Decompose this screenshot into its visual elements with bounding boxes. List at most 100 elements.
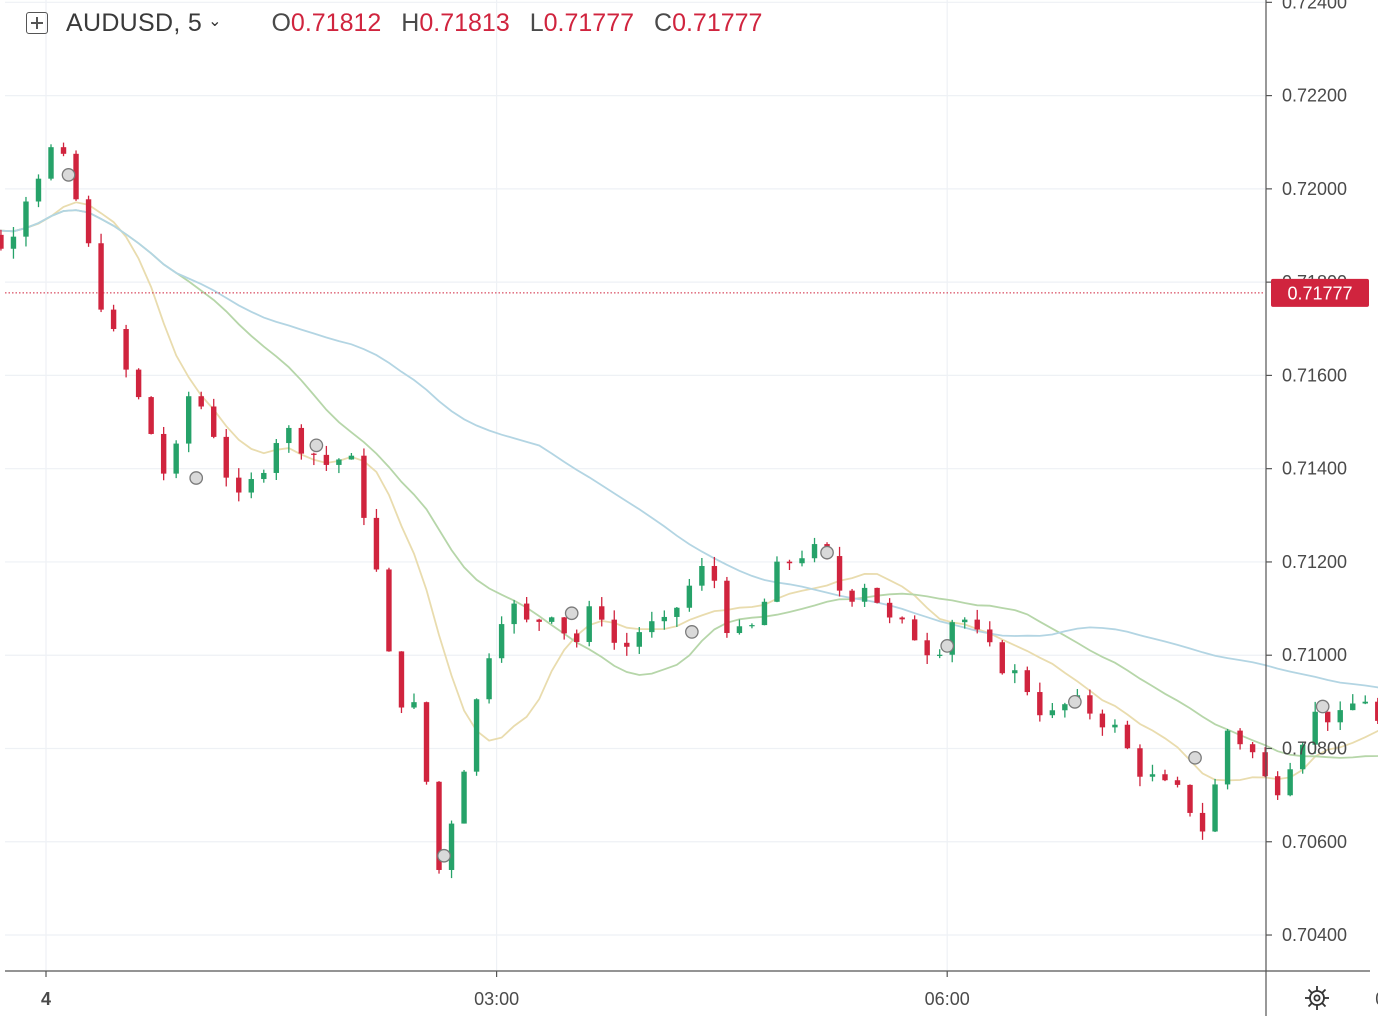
candle-body bbox=[486, 658, 492, 700]
candle bbox=[836, 546, 843, 597]
candle bbox=[924, 632, 930, 664]
candle bbox=[298, 424, 305, 460]
candle bbox=[1237, 728, 1243, 750]
symbol-interval[interactable]: AUDUSD, 5 bbox=[66, 8, 203, 37]
candle-body bbox=[511, 603, 517, 625]
candle-body bbox=[1224, 730, 1231, 785]
price-tick-label-1: 0.72200 bbox=[1282, 86, 1347, 106]
candle-body bbox=[1187, 784, 1193, 813]
signal-marker bbox=[437, 848, 451, 863]
candle bbox=[1099, 709, 1106, 736]
candle-body bbox=[1274, 776, 1281, 796]
candle-body bbox=[1099, 713, 1106, 728]
ma-slow-line bbox=[0, 209, 1378, 689]
candle bbox=[774, 556, 780, 603]
candle-body bbox=[261, 472, 267, 480]
price-tick-label-7: 0.71000 bbox=[1282, 645, 1347, 665]
candle-body bbox=[636, 632, 642, 647]
candle bbox=[461, 769, 467, 824]
candle bbox=[999, 640, 1005, 675]
candle bbox=[736, 619, 743, 635]
candle bbox=[198, 391, 204, 410]
candle bbox=[311, 452, 317, 466]
candle-body bbox=[98, 243, 104, 310]
candle-body bbox=[60, 147, 67, 154]
candle bbox=[1350, 694, 1356, 711]
candles bbox=[0, 142, 1378, 879]
candle-body bbox=[924, 640, 930, 656]
moving-average-lines bbox=[0, 201, 1378, 782]
candle bbox=[110, 304, 117, 332]
candle bbox=[636, 627, 642, 654]
candle bbox=[886, 598, 893, 624]
candle-body bbox=[761, 601, 768, 626]
candle bbox=[974, 609, 980, 634]
candle-body bbox=[48, 147, 54, 179]
candle bbox=[60, 142, 67, 157]
candle bbox=[361, 448, 367, 526]
candle bbox=[10, 227, 17, 259]
candle bbox=[1137, 744, 1143, 787]
candle-body bbox=[1262, 752, 1268, 777]
last-price-badge: 0.71777 bbox=[1271, 278, 1369, 307]
candle-body bbox=[148, 397, 154, 434]
candle-body bbox=[311, 453, 317, 455]
candle-body bbox=[173, 443, 179, 474]
candle-body bbox=[323, 454, 330, 465]
candle-body bbox=[10, 236, 17, 249]
candle-body bbox=[599, 606, 605, 620]
candle bbox=[323, 445, 330, 471]
candle bbox=[73, 150, 79, 201]
candle bbox=[123, 324, 129, 378]
signal-markers bbox=[61, 168, 1330, 863]
candle-body bbox=[1087, 695, 1093, 714]
candle bbox=[423, 701, 430, 785]
candle bbox=[1274, 771, 1281, 800]
candle bbox=[1187, 784, 1193, 817]
candle bbox=[48, 144, 54, 181]
chevron-down-icon[interactable]: ⌄ bbox=[208, 13, 222, 30]
candle-body bbox=[273, 443, 280, 473]
candle bbox=[98, 233, 104, 313]
price-axis[interactable]: 0.724000.722000.720000.718000.716000.714… bbox=[1266, 0, 1347, 945]
candle bbox=[548, 616, 555, 624]
candle bbox=[861, 583, 868, 607]
candle-body bbox=[223, 436, 229, 478]
candle bbox=[248, 472, 254, 499]
candle bbox=[173, 440, 179, 479]
candle-body bbox=[361, 455, 367, 518]
candle-body bbox=[135, 369, 142, 398]
candle-body bbox=[1049, 710, 1056, 716]
candle-body bbox=[423, 702, 430, 782]
candle bbox=[523, 597, 530, 623]
candle-body bbox=[586, 606, 592, 642]
time-tick-label-2: 06:00 bbox=[925, 989, 970, 1009]
candle-body bbox=[1174, 780, 1181, 785]
time-tick-label-0: 4 bbox=[41, 989, 51, 1009]
gear-icon[interactable] bbox=[1302, 983, 1332, 1013]
candle-body bbox=[661, 616, 668, 622]
signal-marker bbox=[1315, 699, 1330, 714]
price-tick-label-8: 0.70800 bbox=[1282, 738, 1347, 758]
candle-body bbox=[373, 517, 380, 570]
candle-body bbox=[1299, 744, 1306, 770]
candle bbox=[398, 651, 405, 714]
candle-body bbox=[711, 566, 718, 581]
candle-body bbox=[286, 427, 292, 444]
candle bbox=[223, 429, 229, 487]
candle-body bbox=[624, 642, 630, 647]
price-tick-label-2: 0.72000 bbox=[1282, 179, 1347, 199]
candle-body bbox=[1024, 670, 1031, 693]
candle-body bbox=[911, 619, 918, 641]
candle-body bbox=[874, 587, 880, 603]
candle-body bbox=[1212, 784, 1218, 832]
candle bbox=[1224, 729, 1231, 790]
candle-body bbox=[473, 699, 480, 772]
candle-body bbox=[1062, 704, 1068, 711]
price-tick-label-10: 0.70400 bbox=[1282, 925, 1347, 945]
last-price-label: 0.71777 bbox=[1287, 283, 1352, 303]
candle-body bbox=[85, 199, 92, 244]
plus-square-icon[interactable] bbox=[26, 12, 48, 34]
